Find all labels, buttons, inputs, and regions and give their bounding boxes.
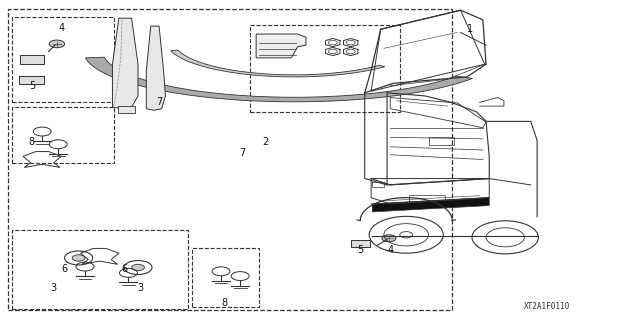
Text: 4: 4 [58, 23, 65, 33]
Text: 4: 4 [387, 245, 394, 255]
Polygon shape [171, 50, 385, 77]
Circle shape [49, 40, 65, 48]
Text: 6: 6 [61, 264, 68, 274]
Text: 3: 3 [137, 283, 143, 293]
Text: XT2A1F0110: XT2A1F0110 [524, 302, 570, 311]
Circle shape [72, 255, 85, 261]
Bar [250, 25, 400, 112]
Text: 8: 8 [28, 137, 35, 147]
Polygon shape [372, 197, 489, 212]
Bar [20, 55, 44, 64]
Text: 1: 1 [467, 24, 473, 34]
Text: 6: 6 [121, 264, 127, 274]
Circle shape [382, 235, 396, 242]
Polygon shape [85, 57, 472, 102]
Bar [429, 137, 454, 145]
Text: 2: 2 [262, 137, 269, 147]
Bar [19, 76, 44, 84]
Bar [351, 240, 370, 247]
Text: 5: 5 [29, 81, 36, 92]
Bar [410, 196, 445, 202]
Polygon shape [256, 34, 306, 58]
Bar [12, 17, 115, 102]
Polygon shape [147, 26, 166, 110]
Text: 8: 8 [221, 298, 227, 308]
Bar [12, 107, 115, 163]
Text: 5: 5 [357, 245, 364, 255]
Polygon shape [113, 18, 138, 109]
Bar [118, 107, 136, 114]
Text: 7: 7 [156, 97, 162, 107]
Bar [192, 249, 259, 307]
Text: 7: 7 [239, 148, 245, 158]
Text: 3: 3 [50, 283, 56, 293]
Circle shape [132, 264, 145, 271]
Bar [12, 230, 188, 309]
Bar [8, 9, 452, 310]
